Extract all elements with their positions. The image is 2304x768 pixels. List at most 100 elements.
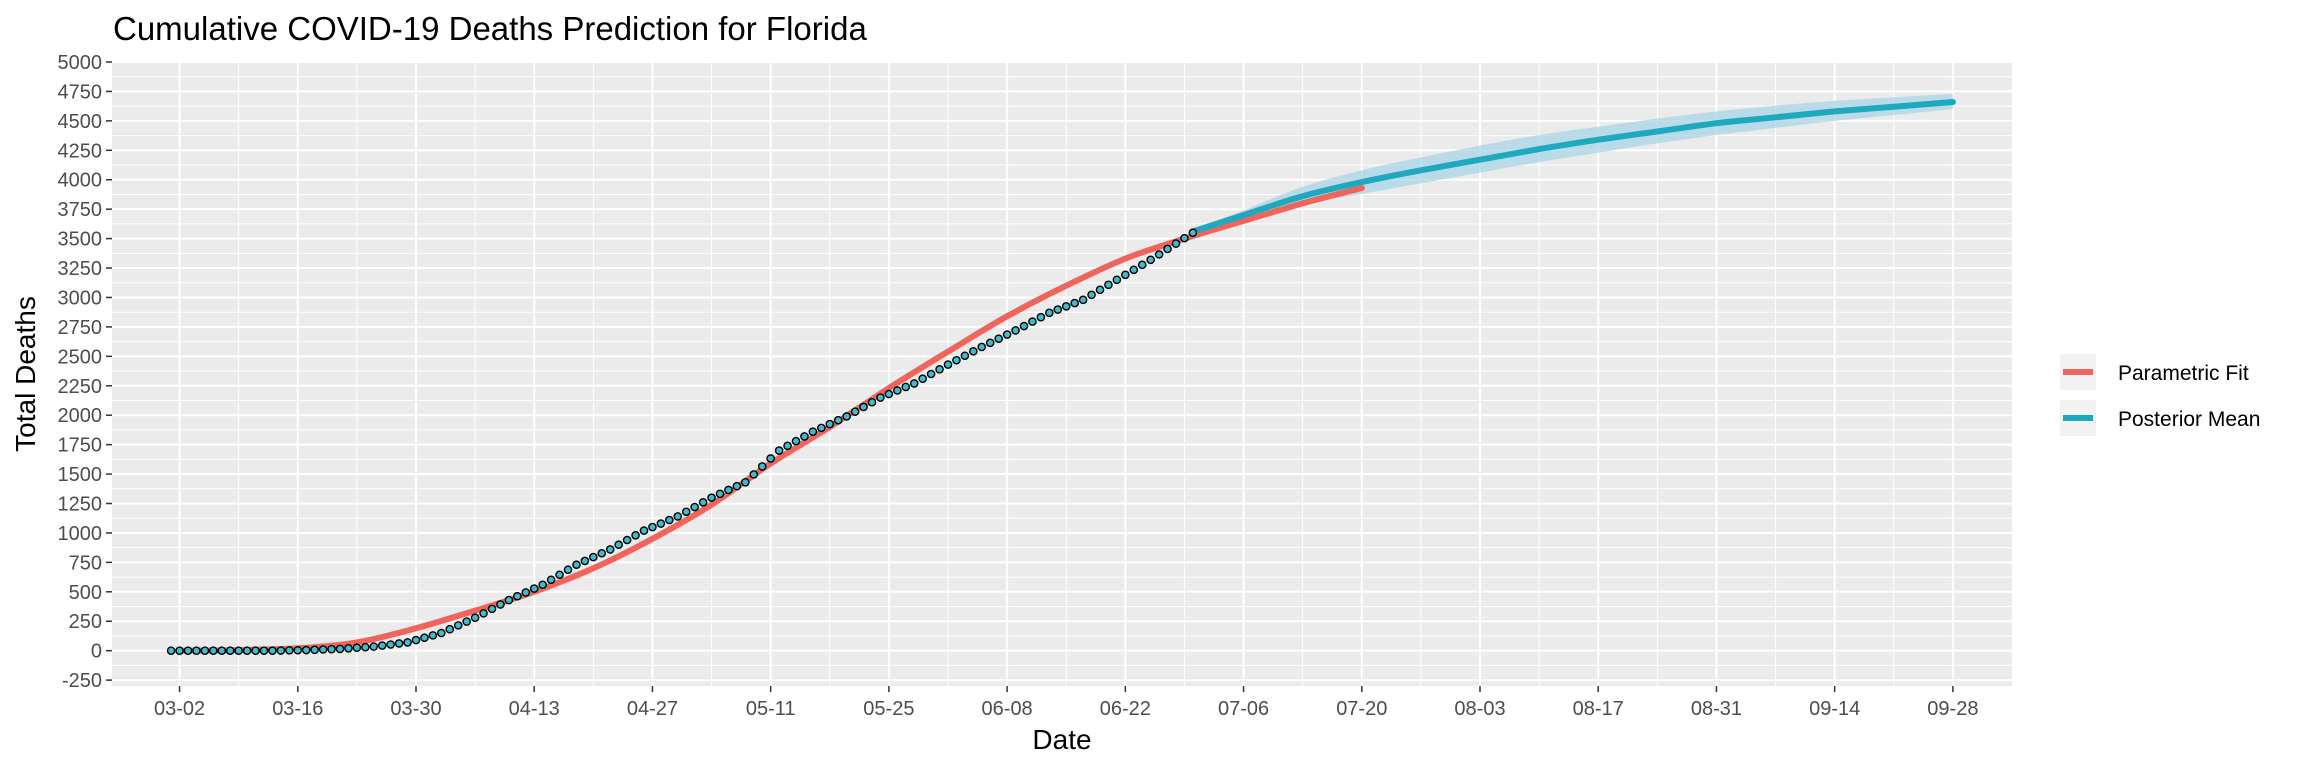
- observed-point: [757, 462, 767, 471]
- observed-point: [732, 481, 742, 491]
- observed-point: [394, 639, 404, 648]
- observed-point: [614, 540, 623, 550]
- posterior-mean-line: [1189, 99, 1956, 235]
- observed-point: [479, 608, 488, 618]
- observed-point: [741, 478, 750, 487]
- x-tick-label: 04-27: [627, 698, 678, 720]
- observed-point: [656, 519, 666, 528]
- series-lines-layer: [176, 99, 1956, 654]
- observed-point: [622, 535, 632, 545]
- observed-point: [352, 643, 362, 653]
- observed-point: [344, 644, 353, 653]
- x-axis-ticks: 03-02 03-16 03-30 04-13 04-27 05-11 05-25 06-08…: [154, 686, 1978, 720]
- y-tick-label: 500: [69, 582, 102, 604]
- observed-point: [884, 389, 894, 399]
- observed-point: [251, 646, 260, 655]
- x-tick-label: 08-31: [1691, 698, 1742, 720]
- observed-point: [580, 556, 590, 566]
- observed-point: [707, 493, 716, 502]
- observed-point: [681, 507, 691, 517]
- y-tick-label: 1750: [58, 435, 103, 457]
- observed-point: [935, 364, 944, 374]
- legend-label-posterior-mean: Posterior Mean: [2118, 408, 2260, 431]
- x-tick-label: 03-16: [272, 698, 323, 720]
- observed-point: [817, 423, 826, 433]
- grid-minor: [112, 62, 2012, 686]
- observed-point: [1045, 308, 1054, 318]
- observed-point: [521, 588, 531, 597]
- observed-point: [470, 613, 480, 623]
- observed-point: [572, 560, 581, 570]
- y-tick-label: 3500: [58, 229, 103, 251]
- observed-point: [985, 338, 995, 348]
- observed-point: [639, 526, 649, 535]
- observed-point: [867, 397, 877, 407]
- y-tick-label: 4000: [58, 170, 103, 192]
- grid-major: [112, 61, 2012, 686]
- y-tick-label: 3000: [58, 287, 103, 309]
- y-tick-label: 4750: [58, 81, 103, 103]
- observed-point: [496, 600, 505, 609]
- observed-point: [808, 427, 818, 436]
- observed-point: [546, 575, 556, 585]
- observed-point: [1121, 270, 1130, 280]
- observed-point: [774, 446, 784, 455]
- observed-point: [1154, 250, 1164, 259]
- observed-point: [1002, 330, 1012, 339]
- observed-point: [1163, 244, 1172, 254]
- x-tick-label: 06-22: [1100, 698, 1151, 720]
- y-tick-label: 250: [69, 611, 102, 633]
- x-tick-label: 07-20: [1336, 698, 1387, 720]
- observed-point: [192, 646, 201, 655]
- observed-point: [563, 565, 573, 575]
- observed-point: [285, 646, 294, 655]
- observed-point: [943, 360, 953, 369]
- observed-point: [462, 617, 471, 626]
- observed-point: [200, 646, 210, 655]
- observed-point: [420, 633, 429, 643]
- observed-point: [800, 432, 809, 441]
- y-tick-label: 1000: [58, 523, 103, 545]
- observed-point: [977, 342, 987, 352]
- observed-point: [994, 334, 1003, 343]
- observed-point: [597, 548, 607, 558]
- observed-point: [1146, 255, 1155, 265]
- observed-point: [301, 645, 311, 655]
- observed-point: [327, 644, 336, 654]
- observed-point: [1137, 260, 1147, 270]
- observed-point: [318, 645, 328, 654]
- observed-point: [969, 347, 978, 356]
- observed-point: [183, 646, 193, 655]
- x-tick-label: 09-28: [1927, 698, 1978, 720]
- observed-point: [1019, 321, 1029, 331]
- x-tick-label: 09-14: [1809, 698, 1860, 720]
- observed-point: [310, 645, 319, 655]
- observed-point: [665, 515, 674, 525]
- observed-point: [513, 591, 522, 601]
- x-tick-label: 05-11: [746, 698, 796, 720]
- observed-point: [1061, 302, 1071, 311]
- observed-point: [918, 374, 927, 384]
- chart-title: Cumulative COVID-19 Deaths Prediction fo…: [113, 10, 867, 47]
- y-axis-ticks: -250 0 250 500 750 1000 1250 1500 1750 2000 2250 25…: [58, 52, 112, 692]
- plot-panel: [112, 62, 2012, 686]
- observed-point: [842, 412, 851, 421]
- credible-band-layer: [1192, 93, 1953, 233]
- observed-point: [1053, 305, 1063, 314]
- y-tick-label: 2000: [58, 405, 103, 427]
- observed-point: [1171, 239, 1181, 248]
- x-tick-label: 05-25: [863, 698, 914, 720]
- x-tick-label: 03-30: [390, 698, 441, 720]
- observed-point: [901, 382, 911, 392]
- observed-point: [909, 379, 919, 388]
- observed-point: [766, 454, 775, 463]
- observed-point: [673, 512, 683, 521]
- y-tick-label: 3750: [58, 199, 103, 221]
- observed-point: [504, 595, 514, 605]
- observed-point: [926, 369, 936, 379]
- observed-point: [1078, 295, 1088, 305]
- observed-point: [276, 646, 286, 655]
- observed-point: [876, 393, 885, 402]
- x-axis-title: Date: [1032, 724, 1091, 755]
